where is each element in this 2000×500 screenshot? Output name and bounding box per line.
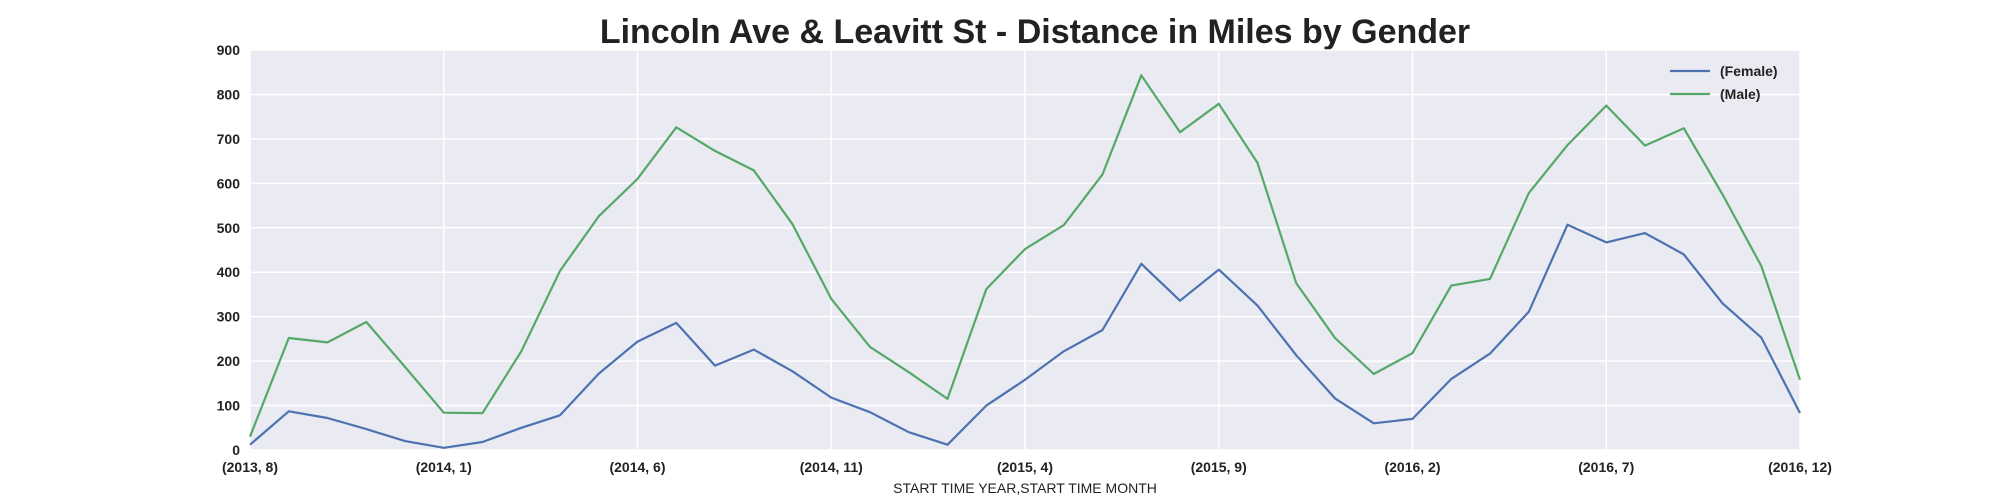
series-line-male [248,74,1802,438]
x-tick-label: (2015, 4) [997,459,1053,475]
x-tick-label: (2014, 6) [609,459,665,475]
y-tick-label: 700 [217,131,241,147]
y-tick-label: 0 [232,442,240,458]
x-tick-label: (2014, 11) [800,459,863,475]
x-tick-label: (2016, 2) [1384,459,1440,475]
chart-title: Lincoln Ave & Leavitt St - Distance in M… [600,13,1470,51]
x-axis-label: START TIME YEAR,START TIME MONTH [893,480,1157,496]
y-tick-label: 300 [217,309,241,325]
y-tick-label: 800 [217,86,241,102]
y-tick-label: 200 [217,353,241,369]
series-line-female [249,223,1801,449]
legend-label-female: (Female) [1720,63,1778,79]
x-tick-label: (2016, 7) [1578,459,1634,475]
y-tick-label: 600 [217,175,241,191]
plot-area: 0 100 200 300 400 500 600 700 800 900 (2013, 8) (20… [217,42,1832,475]
legend-label-male: (Male) [1720,86,1760,102]
legend: (Female) (Male) [1670,63,1778,102]
x-tick-label: (2013, 8) [222,459,278,475]
y-tick-label: 100 [217,398,241,414]
y-tick-label: 500 [217,220,241,236]
x-tick-label: (2016, 12) [1768,459,1832,475]
x-tick-label: (2015, 9) [1191,459,1247,475]
y-tick-label: 900 [217,42,241,58]
y-tick-label: 400 [217,264,241,280]
x-tick-label: (2014, 1) [416,459,472,475]
